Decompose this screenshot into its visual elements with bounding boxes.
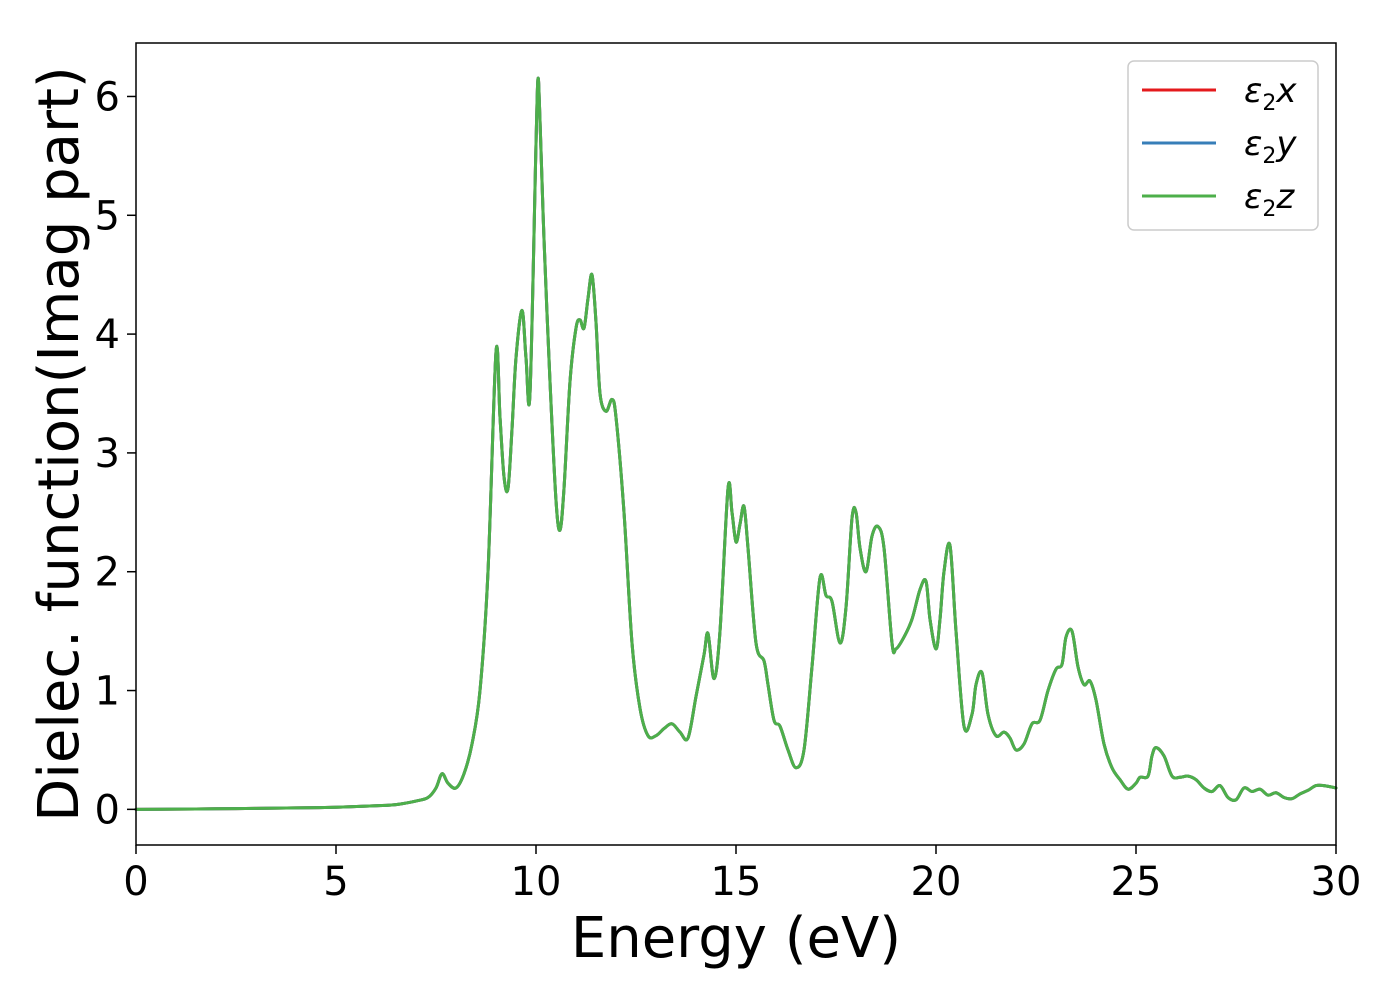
y-tick-label: 1: [95, 669, 120, 715]
x-axis-ticks: 0 5 10 15 20 25 30: [123, 845, 1361, 905]
y-tick-label: 6: [95, 74, 120, 120]
x-axis-label: Energy (eV): [571, 906, 901, 971]
x-tick-label: 15: [711, 859, 762, 905]
legend: ε2x ε2y ε2z: [1127, 60, 1319, 231]
series-line-3: [134, 76, 1338, 811]
y-tick-label: 3: [95, 431, 120, 477]
y-axis-label: Dielec. function(Imag part): [27, 66, 92, 822]
legend-label-2: ε2y: [1244, 124, 1297, 169]
legend-label-1: ε2x: [1244, 71, 1297, 116]
y-axis-ticks: 0 1 2 3 4 5 6: [95, 74, 136, 833]
legend-label-3: ε2z: [1244, 177, 1295, 222]
x-tick-label: 0: [123, 859, 148, 905]
x-tick-label: 25: [1111, 859, 1162, 905]
y-tick-label: 5: [95, 193, 120, 239]
x-tick-label: 20: [911, 859, 962, 905]
y-tick-label: 4: [95, 312, 120, 358]
legend-box: [1127, 60, 1319, 231]
series-layer: [134, 76, 1338, 811]
x-tick-label: 5: [323, 859, 348, 905]
y-tick-label: 0: [95, 787, 120, 833]
x-tick-label: 30: [1311, 859, 1362, 905]
x-tick-label: 10: [511, 859, 562, 905]
y-tick-label: 2: [95, 550, 120, 596]
